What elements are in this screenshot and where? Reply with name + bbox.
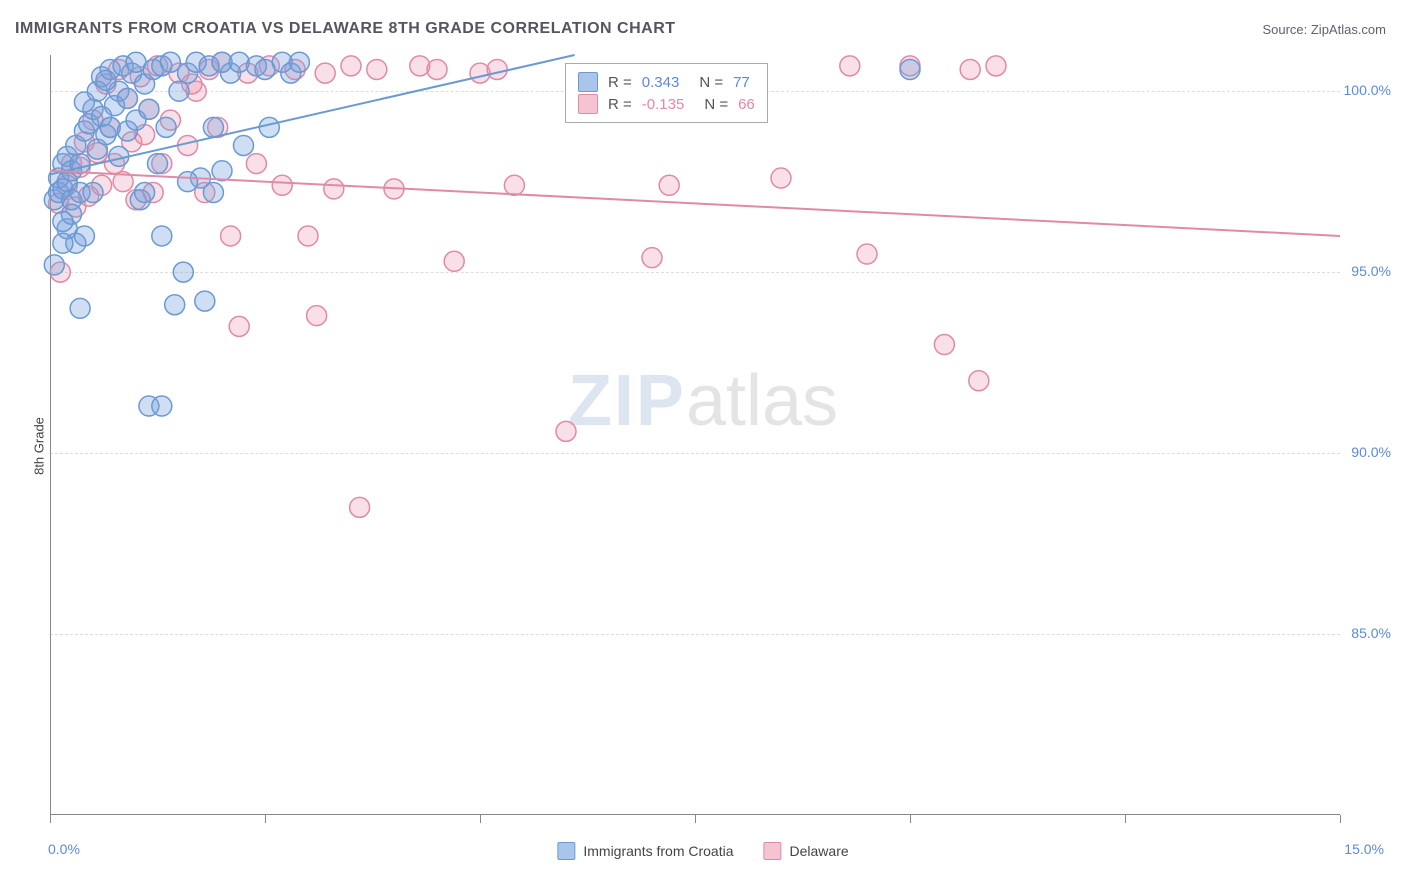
- y-axis-label: 8th Grade: [31, 417, 46, 475]
- scatter-plot: [50, 55, 1340, 815]
- r-value-delaware: -0.135: [642, 96, 685, 113]
- x-tick-label-max: 15.0%: [1344, 841, 1384, 857]
- legend-swatch-bottom-croatia: [557, 842, 575, 860]
- legend-label-delaware: Delaware: [790, 843, 849, 859]
- r-label: R =: [608, 74, 632, 91]
- legend-item-delaware: Delaware: [764, 842, 849, 860]
- correlation-chart: IMMIGRANTS FROM CROATIA VS DELAWARE 8TH …: [0, 0, 1406, 892]
- legend-label-croatia: Immigrants from Croatia: [583, 843, 733, 859]
- source-label: Source:: [1262, 22, 1310, 37]
- chart-title: IMMIGRANTS FROM CROATIA VS DELAWARE 8TH …: [15, 20, 676, 38]
- r-value-croatia: 0.343: [642, 74, 680, 91]
- source-attribution: Source: ZipAtlas.com: [1262, 22, 1386, 37]
- legend-row-series-2: R = -0.135 N = 66: [578, 94, 755, 114]
- r-label-2: R =: [608, 96, 632, 113]
- y-tick-label: 100.0%: [1344, 82, 1391, 98]
- legend-swatch-delaware: [578, 94, 598, 114]
- n-label: N =: [699, 74, 723, 91]
- legend-swatch-croatia: [578, 72, 598, 92]
- y-tick-label: 95.0%: [1351, 263, 1391, 279]
- y-tick-label: 85.0%: [1351, 625, 1391, 641]
- legend-row-series-1: R = 0.343 N = 77: [578, 72, 755, 92]
- legend-item-croatia: Immigrants from Croatia: [557, 842, 733, 860]
- legend-swatch-bottom-delaware: [764, 842, 782, 860]
- n-value-croatia: 77: [733, 74, 750, 91]
- n-value-delaware: 66: [738, 96, 755, 113]
- source-name: ZipAtlas.com: [1311, 22, 1386, 37]
- correlation-legend-box: R = 0.343 N = 77 R = -0.135 N = 66: [565, 63, 768, 123]
- legend-bottom: Immigrants from Croatia Delaware: [557, 842, 848, 860]
- y-tick-label: 90.0%: [1351, 444, 1391, 460]
- n-label-2: N =: [704, 96, 728, 113]
- x-tick-label-min: 0.0%: [48, 841, 80, 857]
